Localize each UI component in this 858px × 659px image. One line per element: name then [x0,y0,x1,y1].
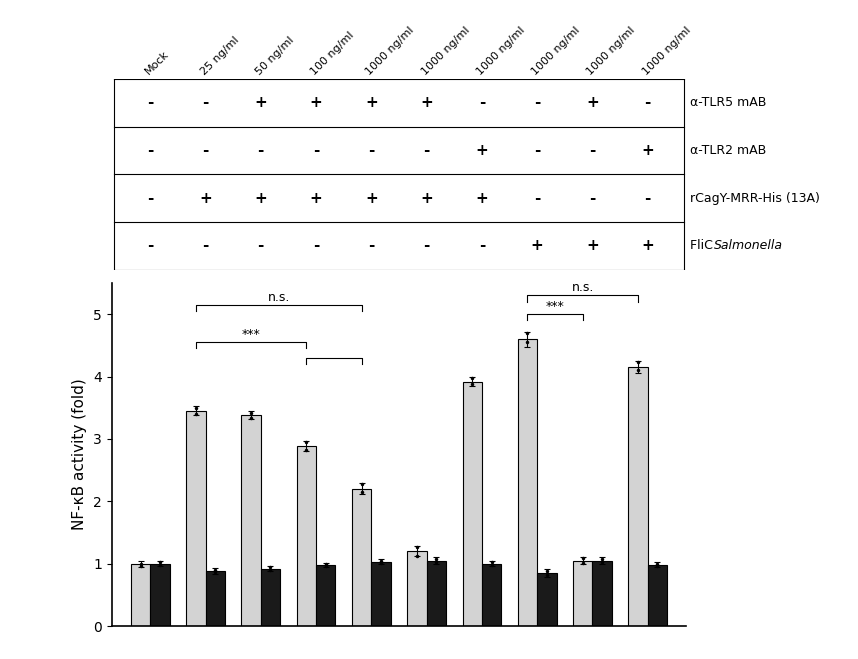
Text: 1000 ng/ml: 1000 ng/ml [365,25,416,76]
Text: 1000 ng/ml: 1000 ng/ml [530,25,582,76]
Text: -: - [147,190,154,206]
Bar [131,563,150,626]
Bar [372,562,390,626]
Bar [518,339,537,626]
Text: α-TLR5 mAB: α-TLR5 mAB [691,96,767,109]
Bar [462,382,482,626]
Bar [628,367,648,626]
Text: 100 ng/ml: 100 ng/ml [309,30,356,76]
Text: rCagY-MRR-His (13A): rCagY-MRR-His (13A) [691,192,820,205]
Text: +: + [531,239,543,253]
Bar [186,411,206,626]
Bar [261,569,280,626]
Text: -: - [589,143,595,158]
Text: -: - [257,239,264,253]
Text: -: - [147,96,154,111]
Text: 25 ng/ml: 25 ng/ml [198,34,240,76]
Text: -: - [479,96,485,111]
Text: -: - [202,143,208,158]
Text: -: - [313,143,319,158]
Text: 1000 ng/ml: 1000 ng/ml [474,25,527,76]
Text: +: + [199,190,212,206]
Text: -: - [423,239,430,253]
Text: α-TLR2 mAB: α-TLR2 mAB [691,144,766,157]
Text: -: - [479,239,485,253]
Bar [426,561,446,626]
Text: +: + [475,143,488,158]
Bar [573,561,592,626]
Text: ***: *** [546,300,565,313]
Text: +: + [365,190,378,206]
Bar [316,565,335,626]
Text: -: - [202,96,208,111]
Bar [150,563,170,626]
Bar [241,415,261,626]
Text: Salmonella: Salmonella [714,239,783,252]
Text: +: + [586,96,599,111]
Text: -: - [589,190,595,206]
Text: 1000 ng/ml: 1000 ng/ml [585,25,637,76]
Text: -: - [534,143,541,158]
Text: 1000 ng/ml: 1000 ng/ml [641,25,692,76]
Text: 1000 ng/ml: 1000 ng/ml [420,25,472,76]
Text: -: - [644,190,651,206]
Bar [592,561,612,626]
Y-axis label: NF-κB activity (fold): NF-κB activity (fold) [72,379,88,530]
Text: -: - [534,190,541,206]
Text: -: - [368,239,375,253]
Text: FliC: FliC [691,239,717,252]
Text: -: - [534,96,541,111]
Bar [352,489,372,626]
Text: +: + [420,96,433,111]
Text: +: + [475,190,488,206]
Text: +: + [365,96,378,111]
Text: +: + [310,96,323,111]
Bar [482,563,501,626]
Text: +: + [641,143,654,158]
Text: n.s.: n.s. [571,281,594,294]
Bar [297,446,316,626]
Text: 50 ng/ml: 50 ng/ml [254,35,296,76]
Text: +: + [310,190,323,206]
Text: -: - [368,143,375,158]
Text: -: - [644,96,651,111]
Text: -: - [202,239,208,253]
Text: +: + [586,239,599,253]
Text: -: - [313,239,319,253]
Text: -: - [147,239,154,253]
Text: +: + [255,96,267,111]
Text: Mock: Mock [143,49,171,76]
Text: ***: *** [242,328,261,341]
Text: +: + [420,190,433,206]
Bar [408,551,426,626]
Text: +: + [641,239,654,253]
Text: -: - [147,143,154,158]
Text: -: - [423,143,430,158]
Text: +: + [255,190,267,206]
Text: -: - [257,143,264,158]
Bar [537,573,557,626]
Text: n.s.: n.s. [268,291,290,304]
Bar [648,565,667,626]
Bar [206,571,225,626]
